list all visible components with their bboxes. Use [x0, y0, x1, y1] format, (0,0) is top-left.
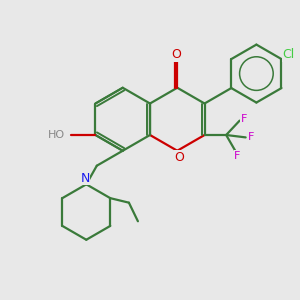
Text: Cl: Cl [283, 48, 295, 62]
Text: N: N [80, 172, 90, 185]
Text: F: F [234, 151, 241, 161]
Text: O: O [171, 49, 181, 62]
Text: O: O [175, 151, 184, 164]
Text: F: F [241, 114, 247, 124]
Text: F: F [248, 132, 254, 142]
Text: HO: HO [48, 130, 65, 140]
